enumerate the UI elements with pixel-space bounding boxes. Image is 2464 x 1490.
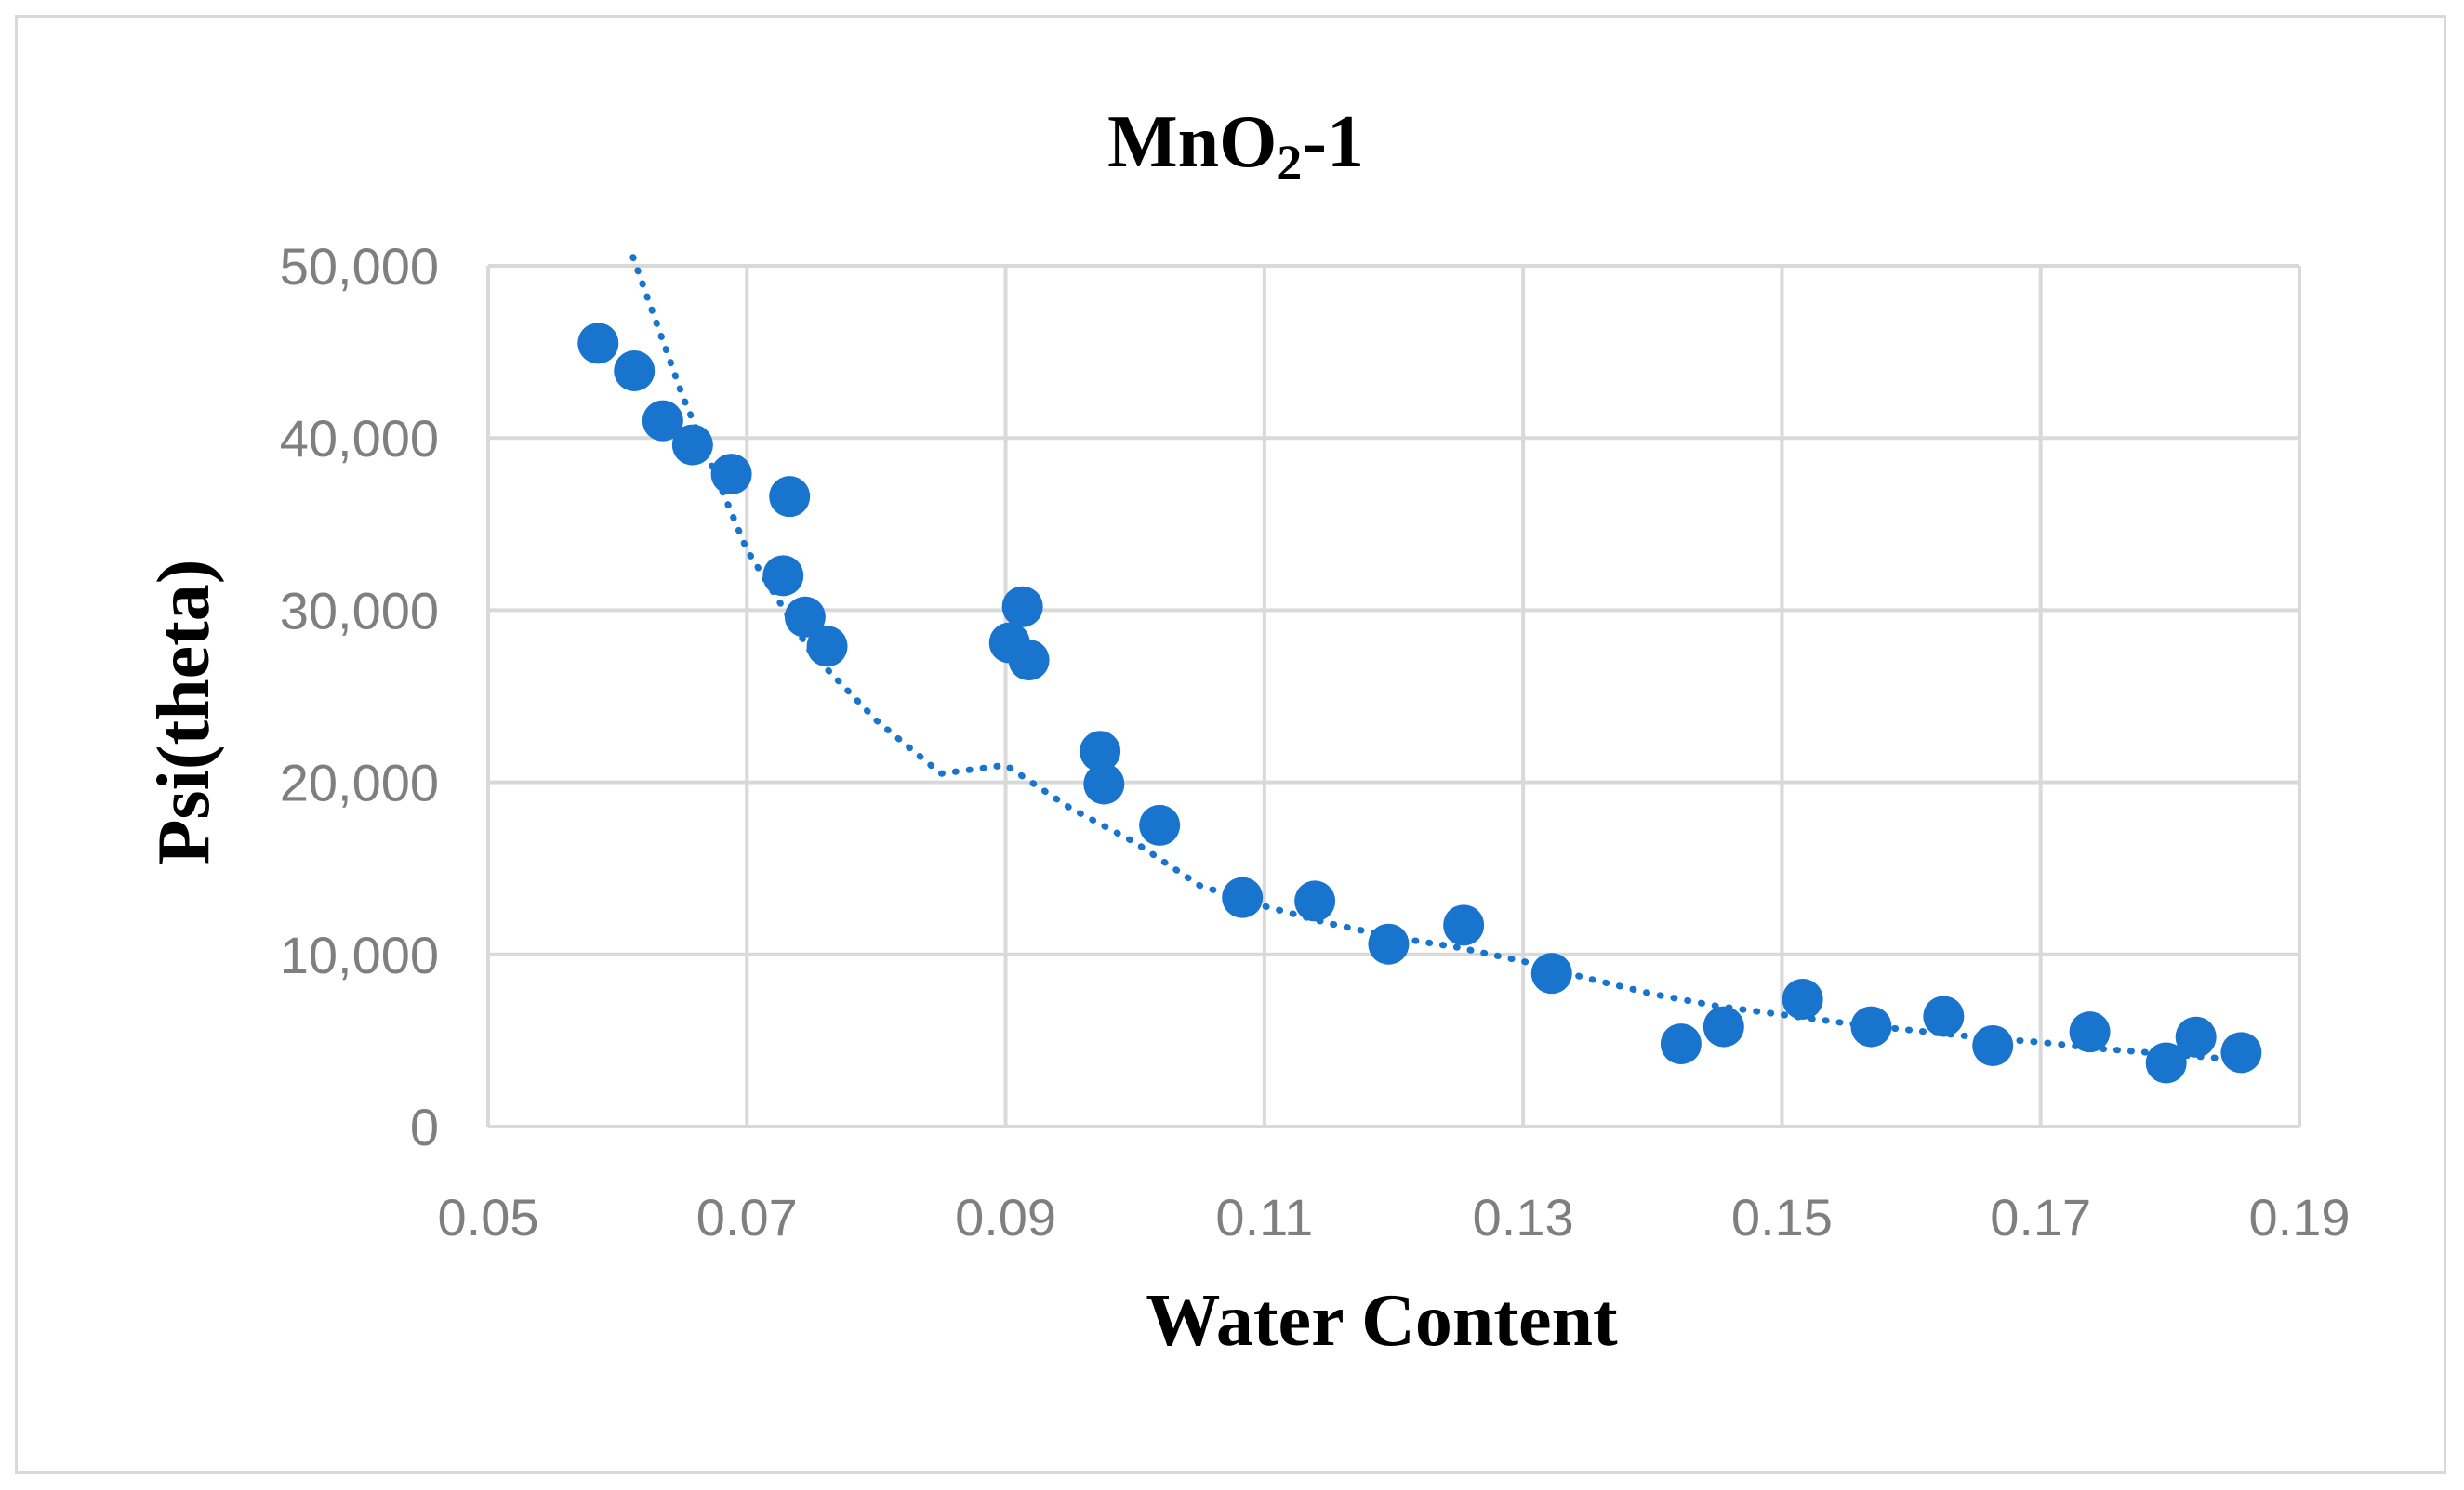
x-tick-label: 0.07 — [696, 1188, 798, 1246]
data-point — [1222, 877, 1264, 918]
y-tick-labels: 0 10,000 20,000 30,000 40,000 50,000 — [280, 237, 439, 1156]
data-point — [671, 424, 713, 466]
y-tick-label: 0 — [410, 1098, 439, 1156]
data-point — [762, 555, 804, 597]
power-trendline — [629, 254, 2238, 1063]
point-layer — [577, 323, 2262, 1084]
x-tick-label: 0.13 — [1473, 1188, 1574, 1246]
data-point — [2145, 1042, 2187, 1084]
data-point — [1702, 1006, 1744, 1048]
chart-title: MnO2-1 — [1107, 101, 1364, 191]
data-point — [2069, 1011, 2111, 1053]
data-point — [710, 454, 752, 495]
data-point — [1368, 923, 1410, 965]
x-tick-label: 0.09 — [955, 1188, 1056, 1246]
data-point — [806, 626, 848, 667]
y-tick-label: 20,000 — [280, 754, 439, 812]
x-tick-label: 0.11 — [1215, 1188, 1313, 1246]
data-point — [1972, 1024, 2014, 1066]
data-point — [577, 323, 619, 364]
data-point — [1850, 1006, 1892, 1048]
data-point — [1660, 1023, 1702, 1065]
y-tick-label: 40,000 — [280, 409, 439, 468]
x-tick-label: 0.19 — [2249, 1188, 2351, 1246]
data-point — [1080, 731, 1121, 772]
data-point — [1443, 904, 1485, 946]
data-point — [2175, 1016, 2217, 1058]
data-point — [1001, 586, 1043, 627]
y-axis-title: Psi(theta) — [143, 560, 225, 865]
data-point — [784, 596, 826, 638]
data-point — [614, 349, 656, 391]
x-tick-label: 0.15 — [1731, 1188, 1833, 1246]
x-tick-label: 0.05 — [438, 1188, 539, 1246]
chart-svg: MnO2-1 0.05 0.07 0.09 0.11 0.13 0.15 0.17 0.19 … — [143, 101, 2351, 1362]
x-axis-title: Water Content — [1146, 1280, 1618, 1362]
data-point — [1083, 763, 1125, 805]
data-point — [2220, 1032, 2262, 1074]
y-tick-label: 10,000 — [280, 926, 439, 984]
data-point — [1530, 953, 1572, 995]
y-tick-label: 30,000 — [280, 581, 439, 640]
x-tick-labels: 0.05 0.07 0.09 0.11 0.13 0.15 0.17 0.19 — [438, 1188, 2351, 1246]
data-point — [642, 400, 683, 442]
x-tick-label: 0.17 — [1990, 1188, 2091, 1246]
data-point — [1008, 640, 1050, 681]
data-point — [1782, 978, 1823, 1020]
chart-frame: MnO2-1 0.05 0.07 0.09 0.11 0.13 0.15 0.17 0.19 … — [15, 15, 2446, 1474]
grid-layer — [486, 264, 2301, 1128]
data-point — [1923, 996, 1965, 1037]
y-tick-label: 50,000 — [280, 237, 439, 296]
data-point — [1139, 804, 1181, 846]
data-point — [1294, 880, 1336, 922]
trend-layer — [629, 254, 2238, 1063]
data-point — [769, 476, 811, 518]
